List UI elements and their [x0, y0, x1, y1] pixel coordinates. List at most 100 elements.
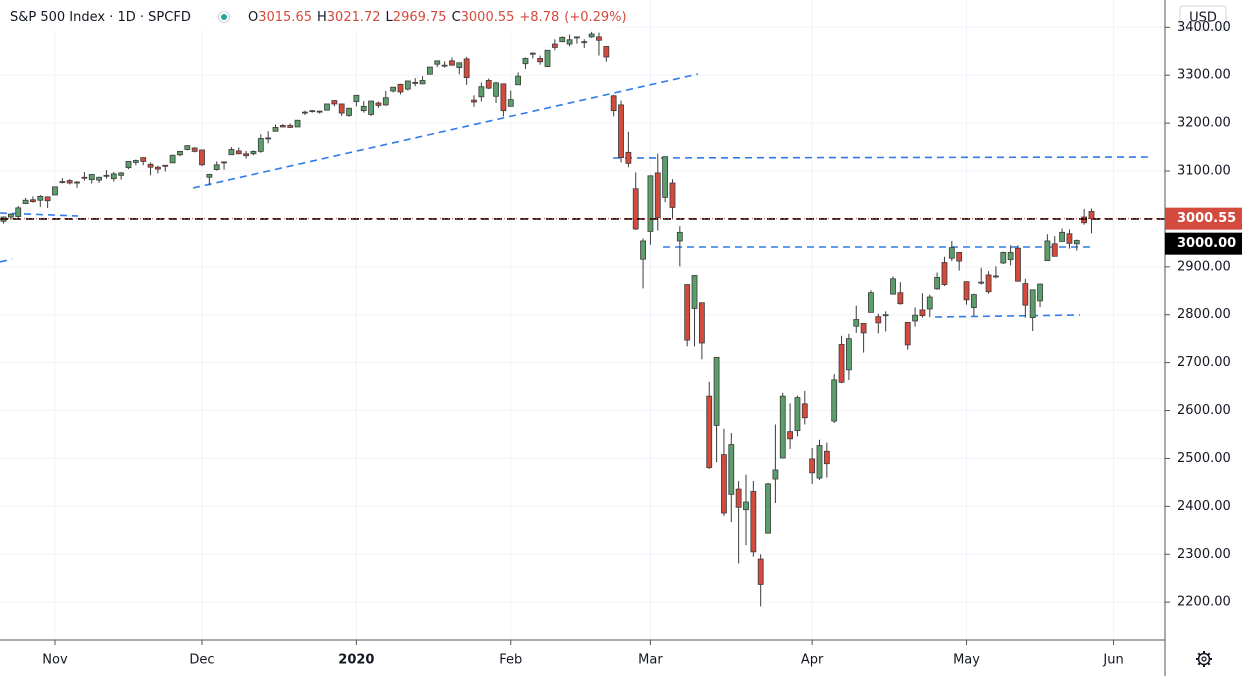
x-tick-label: Dec	[189, 653, 214, 668]
candle-body	[316, 110, 323, 113]
candle-body	[88, 173, 95, 181]
candle-body	[96, 176, 102, 181]
candle-body	[1000, 252, 1007, 264]
candle-body	[772, 469, 779, 480]
candle-body	[434, 60, 441, 65]
y-tick-label: 2800.00	[1177, 307, 1231, 322]
legend-item: 3000.55	[461, 10, 515, 25]
x-tick-label: May	[953, 653, 980, 668]
candle-body	[221, 161, 227, 164]
candle-body	[574, 36, 580, 39]
candle-body	[419, 80, 426, 85]
legend-bg	[0, 0, 620, 32]
legend-item: (+0.29%)	[564, 10, 626, 25]
candle-body	[890, 278, 896, 295]
candle-body	[110, 173, 117, 180]
candle-body	[287, 125, 294, 128]
candle-body	[875, 316, 882, 324]
candle-body	[309, 110, 316, 113]
y-tick-label: 2400.00	[1177, 499, 1231, 514]
currency[interactable]: USD	[1189, 11, 1217, 26]
candle-body	[52, 186, 58, 196]
candle-body	[757, 558, 764, 585]
candle-body	[618, 104, 624, 159]
candle-body	[265, 137, 272, 140]
grid	[0, 0, 1165, 640]
candle-body	[963, 281, 970, 301]
candle-body	[338, 103, 345, 114]
legend-item: 2969.75	[393, 10, 447, 25]
candle-body	[809, 458, 816, 474]
candle-body	[706, 395, 713, 468]
candle-body	[74, 181, 80, 184]
legend-item: H	[317, 10, 327, 25]
status-dot	[221, 14, 227, 20]
trend-line	[192, 73, 699, 189]
candle-body	[1022, 283, 1029, 306]
candle-body	[324, 103, 330, 111]
candle-body	[59, 181, 66, 183]
currency-button[interactable]	[1179, 5, 1227, 31]
candle-body	[647, 175, 654, 232]
candle-body	[551, 43, 558, 48]
candle-body	[1066, 233, 1073, 244]
candle-body	[1073, 240, 1080, 245]
y-tick-label: 2700.00	[1177, 355, 1231, 370]
candle-body	[794, 397, 801, 432]
candle-body	[882, 314, 889, 317]
candles	[0, 30, 1095, 607]
candle-body	[199, 149, 205, 166]
candle-body	[213, 164, 220, 170]
candle-body	[654, 172, 661, 218]
candle-body	[404, 80, 411, 90]
candle-body	[449, 60, 455, 66]
candle-body	[118, 172, 125, 176]
candle-body	[302, 111, 308, 114]
candle-body	[831, 379, 838, 422]
candle-body	[44, 196, 51, 202]
candle-body	[603, 46, 610, 58]
level-tag	[1165, 232, 1242, 255]
candle-body	[743, 501, 749, 511]
last-price-label: 3000.55	[1177, 211, 1236, 226]
x-tick-label: Jun	[1102, 653, 1123, 668]
y-tick-label: 3300.00	[1177, 68, 1231, 83]
candle-body	[515, 75, 522, 86]
candle-body	[537, 58, 544, 63]
legend-item: C	[452, 10, 461, 25]
y-tick-label: 2900.00	[1177, 259, 1231, 274]
candle-body	[493, 82, 499, 97]
candle-body	[787, 431, 793, 440]
y-tick-label: 3200.00	[1177, 116, 1231, 131]
candle-body	[823, 450, 830, 465]
candle-body	[1051, 243, 1058, 257]
candle-body	[368, 100, 374, 115]
candle-body	[471, 99, 477, 103]
candle-body	[926, 296, 933, 310]
candle-body	[610, 95, 617, 112]
candle-body	[426, 66, 433, 75]
settings-icon[interactable]	[1196, 651, 1212, 667]
candle-body	[559, 36, 566, 43]
candle-body	[132, 160, 139, 163]
candle-body	[22, 199, 29, 204]
candle-body	[868, 292, 874, 313]
candle-body	[721, 454, 727, 514]
candle-body	[669, 182, 676, 208]
candle-body	[934, 276, 941, 290]
candle-body	[456, 62, 463, 68]
candle-body	[500, 83, 507, 112]
candle-body	[463, 58, 470, 79]
candle-body	[257, 138, 264, 152]
candle-body	[713, 356, 720, 426]
y-tick-label: 2500.00	[1177, 451, 1231, 466]
candle-body	[676, 231, 683, 242]
y-tick-label: 3400.00	[1177, 20, 1231, 35]
candle-body	[566, 39, 573, 45]
candle-body	[860, 322, 867, 334]
candle-body	[640, 240, 646, 260]
candle-body	[838, 344, 845, 383]
candle-body	[360, 105, 367, 112]
candle-body	[596, 36, 602, 41]
